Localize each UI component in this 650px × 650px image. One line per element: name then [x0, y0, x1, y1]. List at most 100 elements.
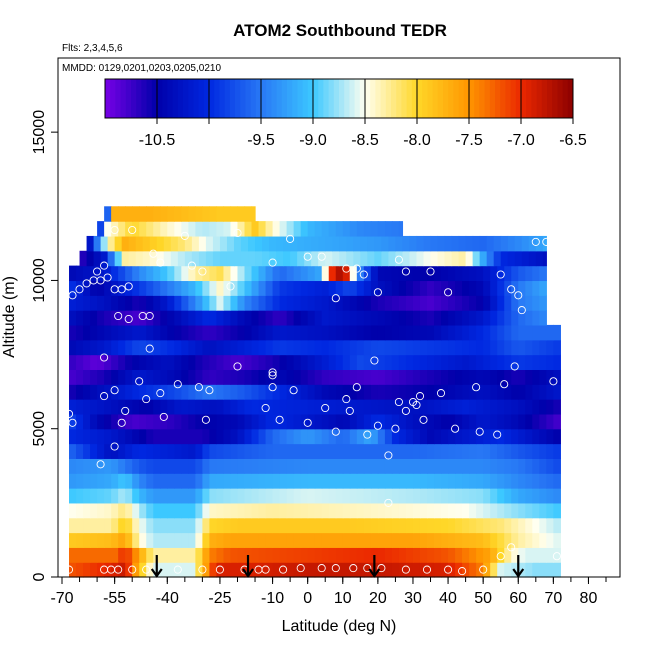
heatmap-cell [104, 221, 112, 237]
heatmap-cell [427, 517, 435, 534]
heatmap-cell [525, 458, 533, 474]
heatmap-cell [258, 443, 267, 459]
heatmap-cell [532, 310, 540, 326]
colorbar-cell [120, 79, 127, 118]
heatmap-cell [139, 369, 147, 385]
heatmap-cell [181, 339, 189, 356]
colorbar-cell [536, 79, 543, 118]
heatmap-cell [139, 517, 147, 534]
heatmap-cell [507, 250, 516, 267]
heatmap-row [69, 354, 561, 370]
heatmap-cell [223, 206, 232, 222]
heatmap-cell [539, 532, 547, 548]
heatmap-cell [490, 384, 498, 400]
heatmap-cell [504, 310, 512, 326]
heatmap-cell [132, 473, 140, 489]
colorbar-cell [323, 79, 330, 118]
heatmap-cell [118, 384, 126, 400]
heatmap-cell [230, 458, 239, 474]
heatmap-cell [321, 443, 330, 459]
heatmap-cell [314, 324, 323, 341]
heatmap-cell [174, 399, 182, 415]
heatmap-cell [490, 413, 498, 430]
heatmap-cell [300, 488, 309, 504]
heatmap-cell [419, 413, 428, 430]
heatmap-cell [244, 354, 253, 370]
heatmap-cell [504, 413, 512, 430]
heatmap-cell [391, 280, 400, 296]
heatmap-cell [546, 443, 554, 459]
heatmap-cell [230, 517, 239, 534]
heatmap-cell [262, 250, 270, 267]
heatmap-cell [132, 384, 140, 400]
heatmap-cell [139, 265, 147, 282]
observation-point [268, 371, 277, 380]
observation-point [156, 258, 165, 267]
heatmap-cell [405, 295, 414, 311]
heatmap-cell [328, 399, 337, 415]
heatmap-cell [69, 488, 77, 504]
heatmap-cell [370, 310, 379, 326]
heatmap-cell [377, 339, 386, 356]
observation-point [394, 397, 403, 407]
heatmap-cell [90, 369, 98, 385]
heatmap-cell [76, 354, 84, 370]
heatmap-cell [349, 547, 358, 563]
heatmap-cell [511, 428, 519, 445]
heatmap-cell [321, 310, 330, 326]
heatmap-cell [511, 339, 519, 356]
heatmap-cell [539, 562, 547, 578]
heatmap-cell [398, 310, 407, 326]
observation-point [114, 311, 123, 321]
heatmap-cell [153, 280, 161, 296]
heatmap-cell [125, 502, 133, 519]
heatmap-cell [511, 295, 519, 311]
heatmap-cell [174, 339, 182, 356]
heatmap-cell [419, 265, 428, 282]
heatmap-cell [300, 354, 309, 370]
heatmap-cell [518, 354, 526, 370]
observation-point [128, 565, 137, 574]
heatmap-cell [265, 473, 274, 489]
heatmap-cell [490, 532, 498, 548]
heatmap-cell [111, 532, 119, 548]
heatmap-cell [90, 428, 98, 445]
observation-point [215, 565, 224, 574]
colorbar-tick-label: -7.0 [507, 132, 535, 149]
observation-point [345, 406, 354, 415]
heatmap-cell [286, 532, 295, 548]
heatmap-cell [398, 547, 407, 563]
heatmap-cell [546, 562, 554, 578]
heatmap-cell [497, 280, 505, 296]
heatmap-cell [412, 280, 421, 296]
heatmap-cell [441, 458, 449, 474]
heatmap-cell [209, 324, 218, 341]
heatmap-cell [307, 354, 316, 370]
colorbar-cell [287, 79, 293, 118]
heatmap-cell [525, 280, 533, 296]
heatmap-cell [518, 443, 526, 459]
heatmap-cell [304, 250, 312, 267]
colorbar-cell [245, 79, 252, 118]
colorbar-cell [292, 79, 298, 118]
heatmap-cell [419, 280, 428, 296]
heatmap-cell [314, 517, 323, 534]
heatmap-cell [525, 562, 533, 578]
arrow-marker [512, 555, 525, 578]
heatmap-cell [398, 339, 407, 356]
heatmap-cell [427, 488, 435, 504]
colorbar-cell [417, 79, 423, 118]
arrow-head [150, 568, 163, 578]
colorbar-cell [125, 79, 132, 118]
heatmap-cell [448, 310, 456, 326]
heatmap-cell [216, 310, 225, 326]
heatmap-cell [118, 280, 126, 296]
heatmap-cell [448, 413, 456, 430]
heatmap-cell [377, 310, 386, 326]
heatmap-cell [265, 517, 274, 534]
heatmap-cell [514, 235, 523, 252]
heatmap-cell [328, 458, 337, 474]
heatmap-cell [237, 221, 246, 237]
heatmap-cell [104, 295, 112, 311]
heatmap-cell [462, 517, 470, 534]
